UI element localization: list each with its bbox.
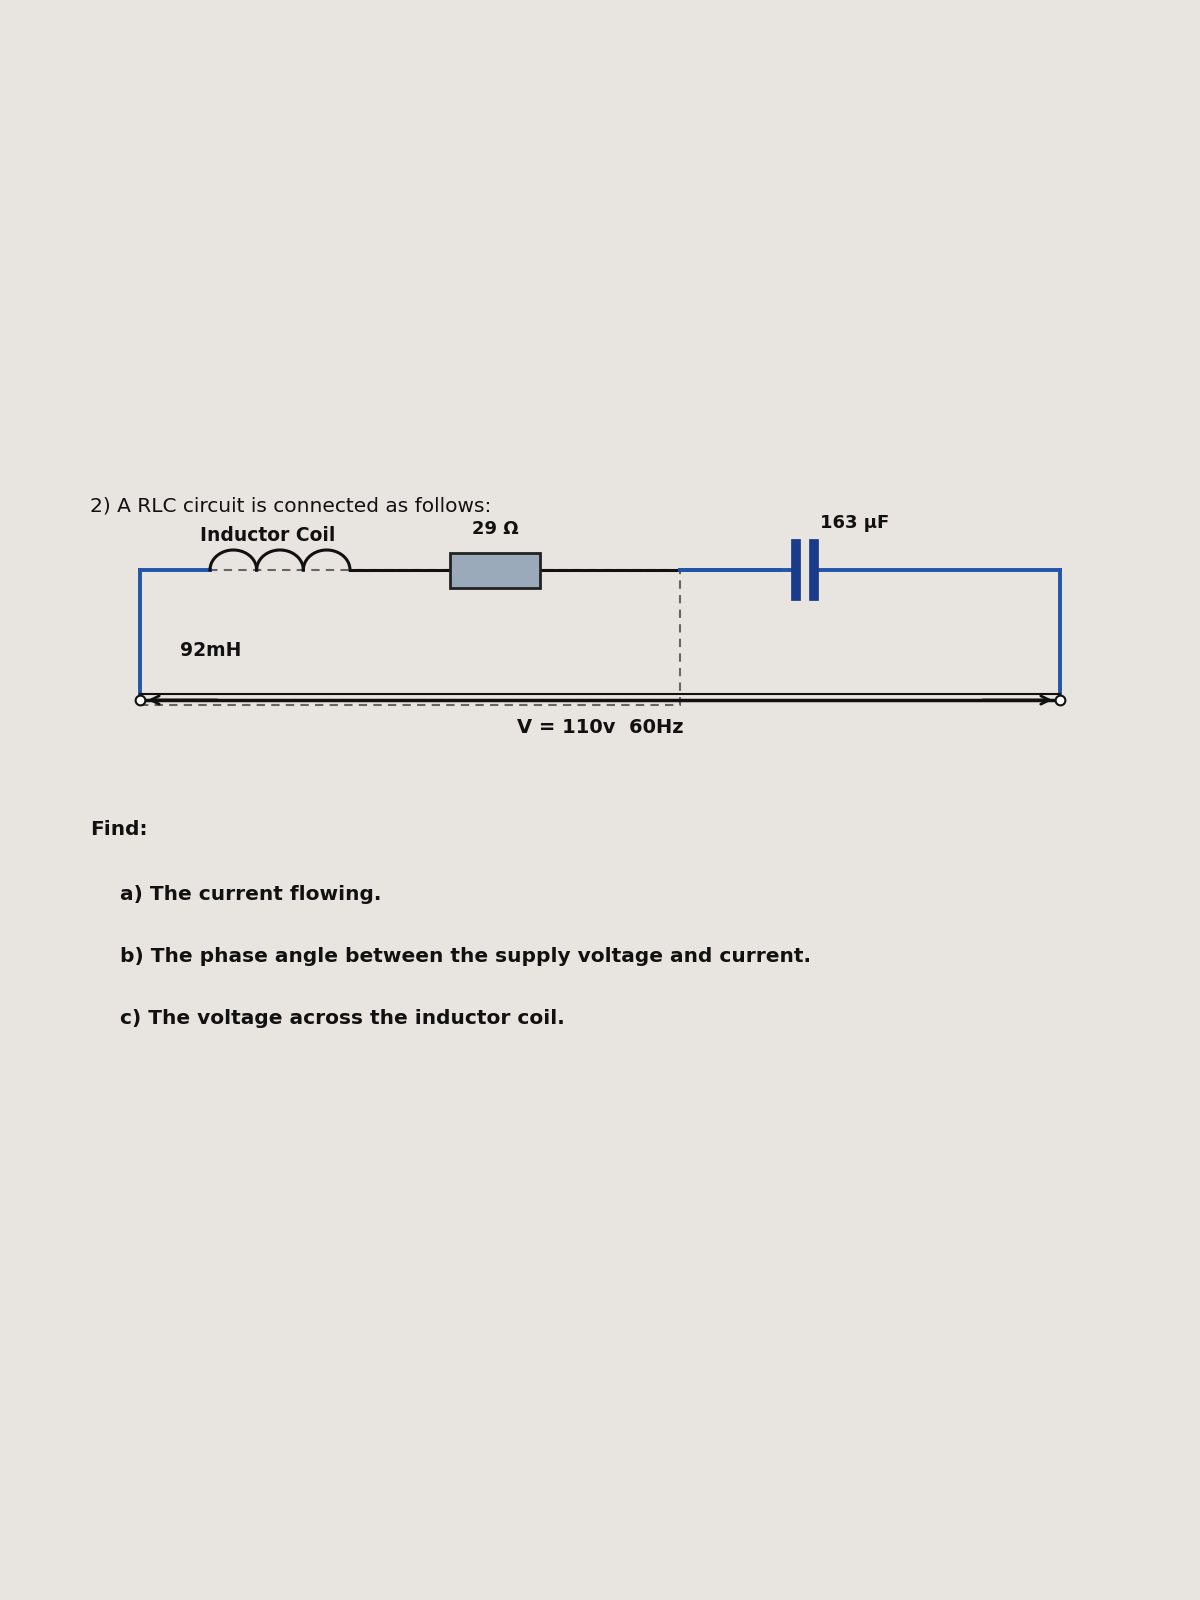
Text: Find:: Find: (90, 819, 148, 838)
FancyBboxPatch shape (0, 0, 1200, 550)
Bar (450, 552, 540, 587)
Text: V = 110v  60Hz: V = 110v 60Hz (517, 718, 683, 738)
Text: b) The phase angle between the supply voltage and current.: b) The phase angle between the supply vo… (120, 947, 811, 966)
Text: Inductor Coil: Inductor Coil (200, 526, 335, 546)
Bar (140, 570, 680, 706)
Text: c) The voltage across the inductor coil.: c) The voltage across the inductor coil. (120, 1010, 565, 1029)
Text: 29 Ω: 29 Ω (472, 520, 518, 538)
Text: 92mH: 92mH (180, 640, 241, 659)
Text: 163 μF: 163 μF (821, 514, 889, 531)
Text: a) The current flowing.: a) The current flowing. (120, 885, 382, 904)
Text: 2) A RLC circuit is connected as follows:: 2) A RLC circuit is connected as follows… (90, 496, 491, 515)
